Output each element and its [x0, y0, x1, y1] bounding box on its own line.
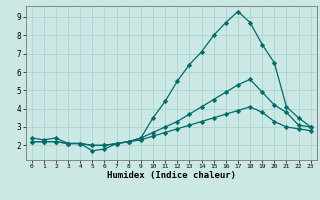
X-axis label: Humidex (Indice chaleur): Humidex (Indice chaleur) — [107, 171, 236, 180]
